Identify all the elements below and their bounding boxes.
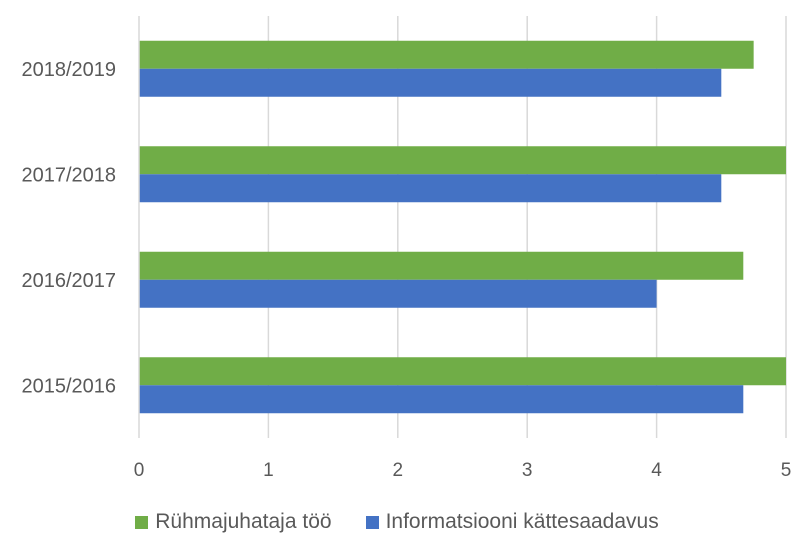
legend-item-series-2: Informatsiooni kättesaadavus	[365, 508, 659, 536]
legend-label-series-1: Rühmajuhataja töö	[155, 510, 332, 533]
bar-series-2	[139, 174, 722, 203]
legend-swatch-series-1	[135, 515, 149, 529]
legend-item-series-1: Rühmajuhataja töö	[135, 508, 332, 536]
category-label: 2018/2019	[21, 59, 116, 81]
category-label: 2016/2017	[21, 270, 116, 292]
x-tick-label: 5	[781, 460, 792, 481]
bar-series-2	[139, 68, 722, 97]
bar-series-2	[139, 279, 657, 308]
category-labels: 2015/2016 2016/2017 2017/2018 2018/2019	[21, 59, 116, 398]
legend-label-series-2: Informatsiooni kättesaadavus	[385, 510, 659, 533]
bar-series-2	[139, 385, 744, 414]
x-tick-label: 4	[651, 460, 662, 481]
x-tick-label: 1	[263, 460, 274, 481]
bar-series-1	[139, 357, 786, 386]
bar-series-1	[139, 251, 744, 280]
x-tick-label: 0	[134, 460, 145, 481]
x-tick-labels: 0 1 2 3 4 5	[134, 460, 792, 481]
legend-swatch-series-2	[365, 515, 379, 529]
category-label: 2017/2018	[21, 164, 116, 186]
x-tick-label: 3	[522, 460, 533, 481]
legend: Rühmajuhataja töö Informatsiooni kättesa…	[0, 508, 794, 536]
bar-series-1	[139, 40, 754, 69]
bar-series-1	[139, 146, 786, 175]
x-tick-label: 2	[393, 460, 404, 481]
category-label: 2015/2016	[21, 375, 116, 397]
bars	[139, 40, 786, 414]
